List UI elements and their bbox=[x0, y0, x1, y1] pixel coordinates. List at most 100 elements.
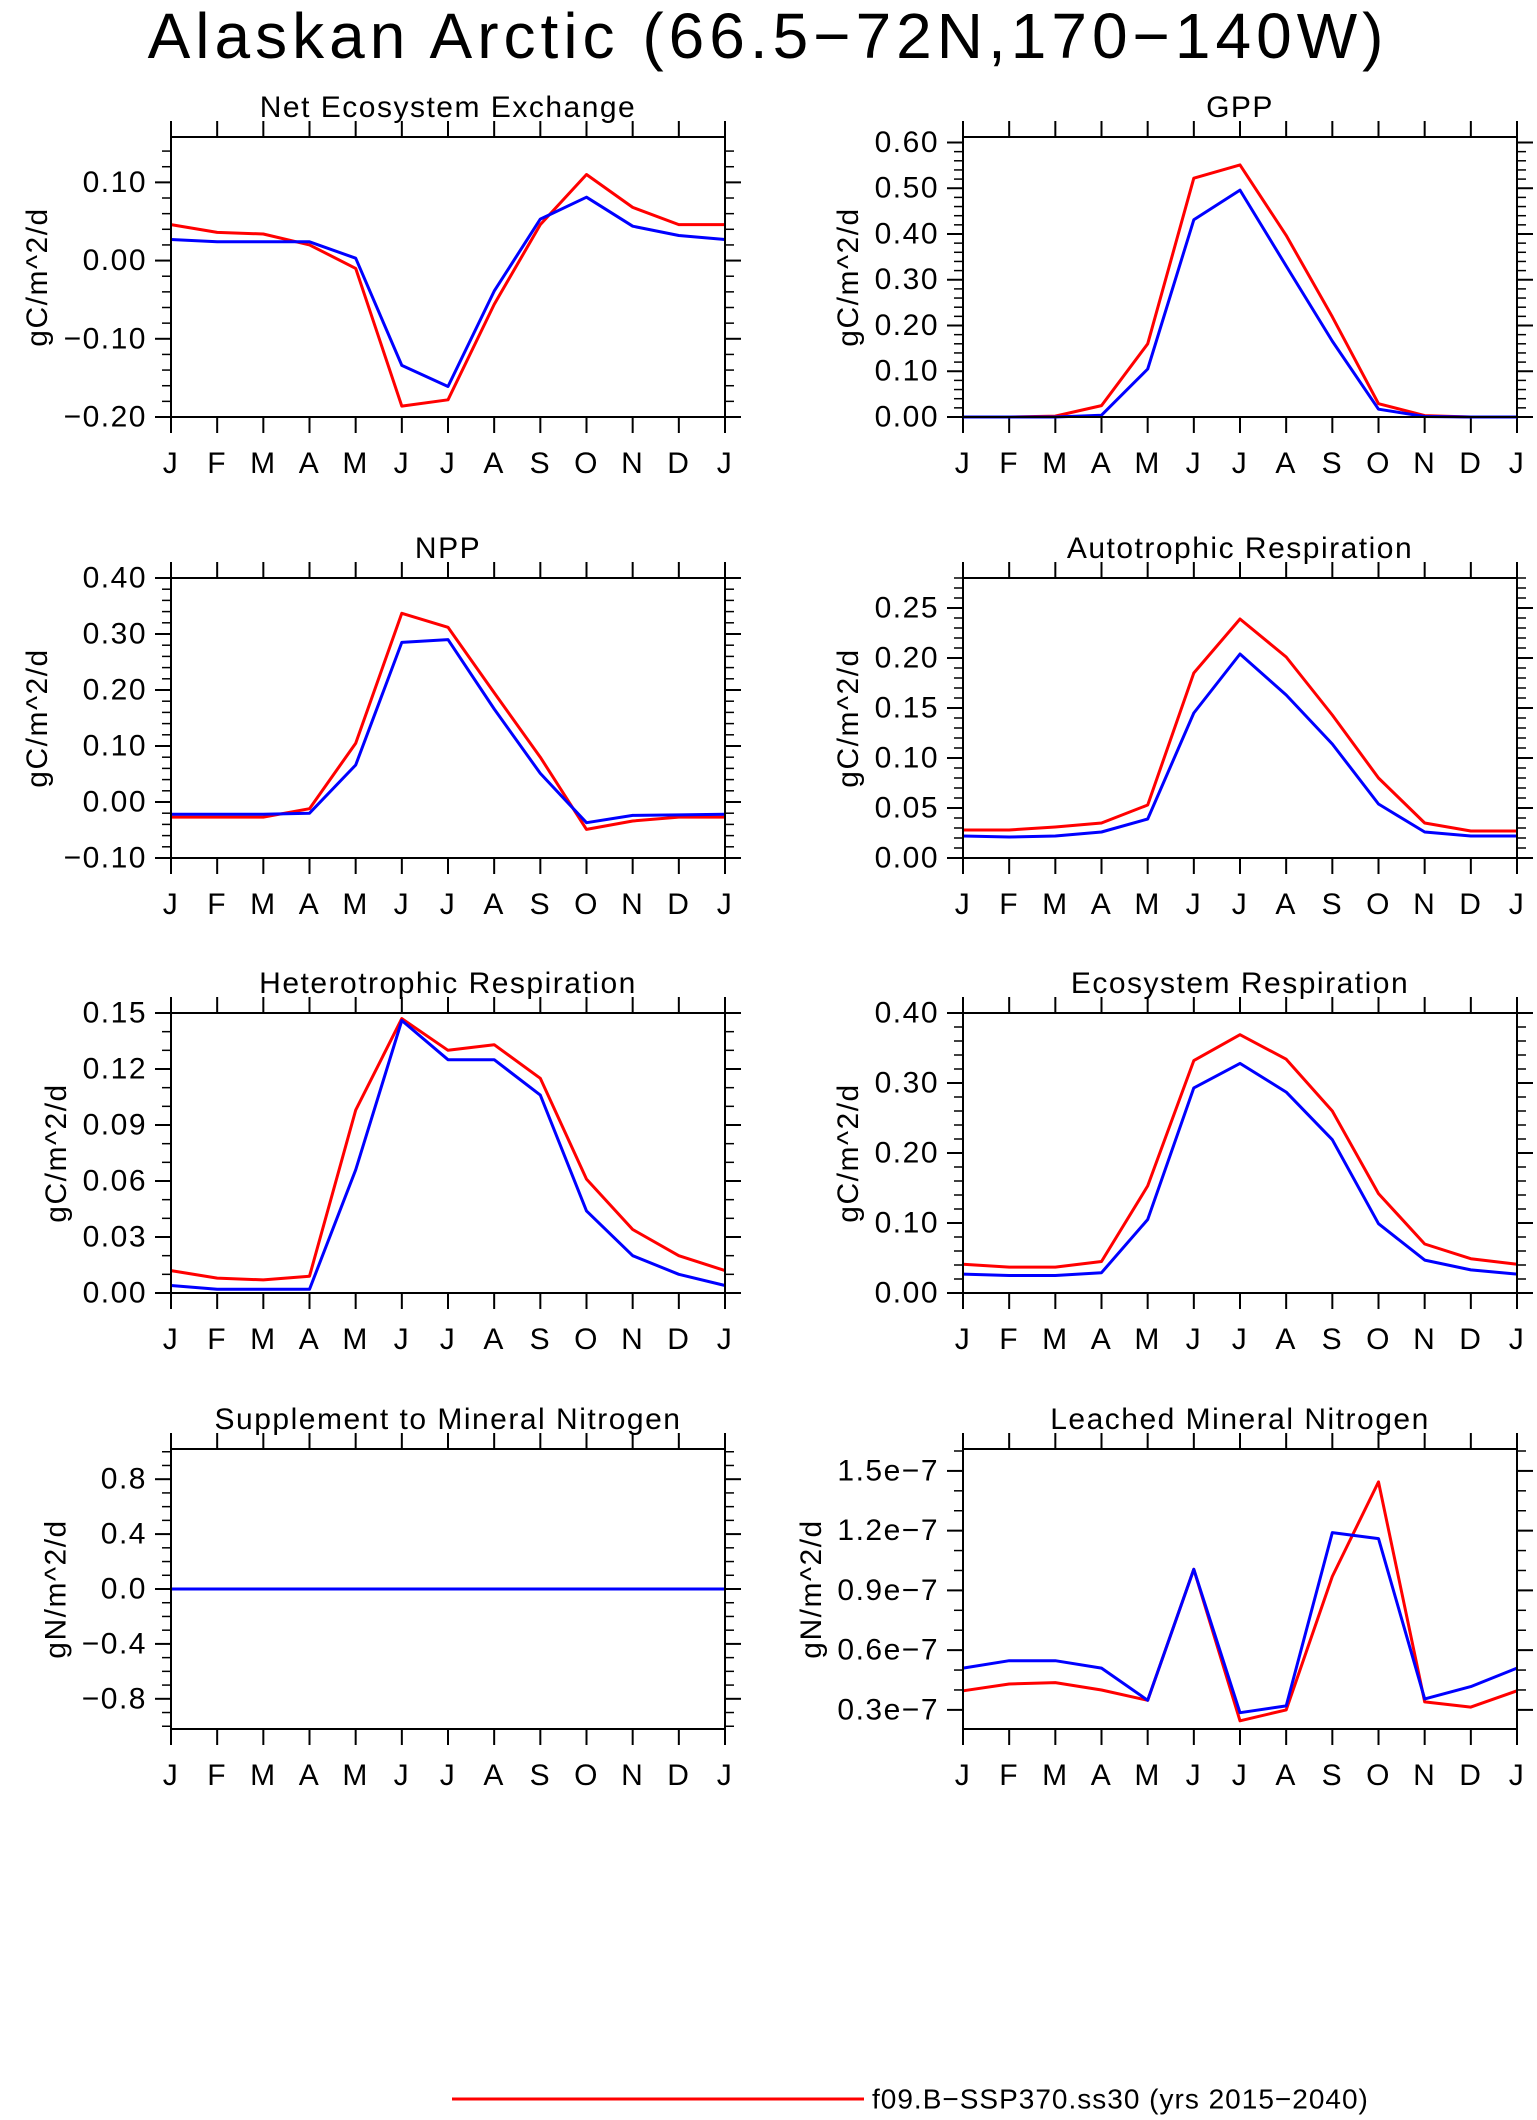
x-tick-label: A bbox=[299, 1323, 321, 1356]
y-tick-label: 0.6e−7 bbox=[837, 1634, 939, 1667]
y-tick-label: 0.4 bbox=[101, 1518, 147, 1551]
x-tick-label: J bbox=[1232, 447, 1249, 480]
x-tick-label: M bbox=[1134, 447, 1161, 480]
x-tick-label: M bbox=[342, 1323, 369, 1356]
x-tick-label: A bbox=[1275, 888, 1297, 921]
x-tick-label: N bbox=[621, 447, 644, 480]
y-tick-label: 0.00 bbox=[83, 244, 147, 277]
x-tick-label: F bbox=[207, 888, 227, 921]
y-tick-label: 0.8 bbox=[101, 1463, 147, 1496]
x-tick-label: M bbox=[1042, 1759, 1069, 1792]
x-tick-label: N bbox=[1413, 447, 1436, 480]
y-tick-label: 0.05 bbox=[875, 792, 939, 825]
panel-title: Heterotrophic Respiration bbox=[259, 967, 637, 1000]
x-tick-label: D bbox=[1459, 888, 1482, 921]
x-tick-label: A bbox=[1091, 1759, 1113, 1792]
x-tick-label: M bbox=[250, 1759, 277, 1792]
y-tick-label: 0.00 bbox=[875, 1277, 939, 1310]
x-tick-label: O bbox=[574, 1323, 599, 1356]
x-tick-label: F bbox=[207, 447, 227, 480]
x-tick-label: A bbox=[483, 447, 505, 480]
x-tick-label: O bbox=[574, 1759, 599, 1792]
x-tick-label: A bbox=[483, 1759, 505, 1792]
figure-title: Alaskan Arctic (66.5−72N,170−140W) bbox=[148, 0, 1389, 72]
x-tick-label: A bbox=[1091, 1323, 1113, 1356]
y-tick-label: 0.10 bbox=[875, 355, 939, 388]
y-tick-label: 0.60 bbox=[875, 126, 939, 159]
y-tick-label: 0.10 bbox=[875, 1207, 939, 1240]
x-tick-label: J bbox=[717, 888, 734, 921]
x-tick-label: A bbox=[1091, 447, 1113, 480]
y-tick-label: 0.30 bbox=[875, 263, 939, 296]
y-tick-label: 0.20 bbox=[875, 642, 939, 675]
x-tick-label: J bbox=[394, 1323, 411, 1356]
panel-title: Autotrophic Respiration bbox=[1067, 532, 1413, 565]
x-tick-label: J bbox=[440, 888, 457, 921]
y-tick-label: 0.3e−7 bbox=[837, 1693, 939, 1726]
y-tick-label: 0.00 bbox=[83, 786, 147, 819]
x-tick-label: J bbox=[1186, 888, 1203, 921]
y-tick-label: 0.0 bbox=[101, 1573, 147, 1606]
plot-frame bbox=[170, 136, 726, 418]
x-tick-label: M bbox=[342, 447, 369, 480]
y-axis-label: gC/m^2/d bbox=[832, 1083, 865, 1222]
x-tick-label: J bbox=[163, 1323, 180, 1356]
panel-title: NPP bbox=[415, 532, 481, 565]
x-tick-label: J bbox=[1509, 1759, 1526, 1792]
x-tick-label: J bbox=[1232, 1759, 1249, 1792]
y-tick-label: 0.40 bbox=[875, 217, 939, 250]
x-tick-label: M bbox=[1134, 888, 1161, 921]
x-tick-label: J bbox=[1186, 447, 1203, 480]
panel-title: GPP bbox=[1206, 91, 1274, 124]
x-tick-label: M bbox=[250, 888, 277, 921]
plot-frame bbox=[962, 577, 1518, 859]
x-tick-label: A bbox=[299, 1759, 321, 1792]
x-tick-label: D bbox=[1459, 447, 1482, 480]
y-tick-label: 0.10 bbox=[83, 166, 147, 199]
x-tick-label: D bbox=[1459, 1759, 1482, 1792]
x-tick-label: S bbox=[1322, 888, 1344, 921]
plot-frame bbox=[962, 1448, 1518, 1730]
y-tick-label: −0.10 bbox=[64, 842, 147, 875]
y-tick-label: 0.06 bbox=[83, 1165, 147, 1198]
y-axis-label: gC/m^2/d bbox=[21, 207, 54, 346]
y-tick-label: 1.5e−7 bbox=[837, 1454, 939, 1487]
x-tick-label: M bbox=[250, 1323, 277, 1356]
y-tick-label: 0.10 bbox=[83, 730, 147, 763]
series-line-red bbox=[962, 1033, 1518, 1269]
x-tick-label: J bbox=[163, 888, 180, 921]
x-tick-label: A bbox=[299, 447, 321, 480]
plot-frame bbox=[170, 1012, 726, 1294]
y-tick-label: 0.30 bbox=[875, 1067, 939, 1100]
x-tick-label: N bbox=[1413, 1759, 1436, 1792]
x-tick-label: F bbox=[999, 888, 1019, 921]
legend: f09.B−SSP370.ss30 (yrs 2015−2040) bbox=[452, 2084, 1368, 2115]
y-tick-label: 0.20 bbox=[875, 309, 939, 342]
x-tick-label: M bbox=[1134, 1323, 1161, 1356]
x-tick-label: M bbox=[342, 1759, 369, 1792]
x-tick-label: O bbox=[1366, 1759, 1391, 1792]
x-tick-label: D bbox=[667, 1323, 690, 1356]
x-tick-label: M bbox=[1042, 1323, 1069, 1356]
x-tick-label: F bbox=[207, 1323, 227, 1356]
x-tick-label: A bbox=[483, 888, 505, 921]
x-tick-label: A bbox=[1275, 1759, 1297, 1792]
x-tick-label: F bbox=[999, 1759, 1019, 1792]
y-tick-label: −0.10 bbox=[64, 322, 147, 355]
y-tick-label: 0.15 bbox=[83, 997, 147, 1030]
x-tick-label: O bbox=[1366, 1323, 1391, 1356]
x-tick-label: M bbox=[250, 447, 277, 480]
x-tick-label: M bbox=[1042, 447, 1069, 480]
x-tick-label: J bbox=[717, 1323, 734, 1356]
y-tick-label: 0.40 bbox=[83, 562, 147, 595]
x-tick-label: S bbox=[530, 447, 552, 480]
x-tick-label: S bbox=[530, 888, 552, 921]
x-tick-label: S bbox=[1322, 1759, 1344, 1792]
series-line-red bbox=[170, 1017, 726, 1282]
